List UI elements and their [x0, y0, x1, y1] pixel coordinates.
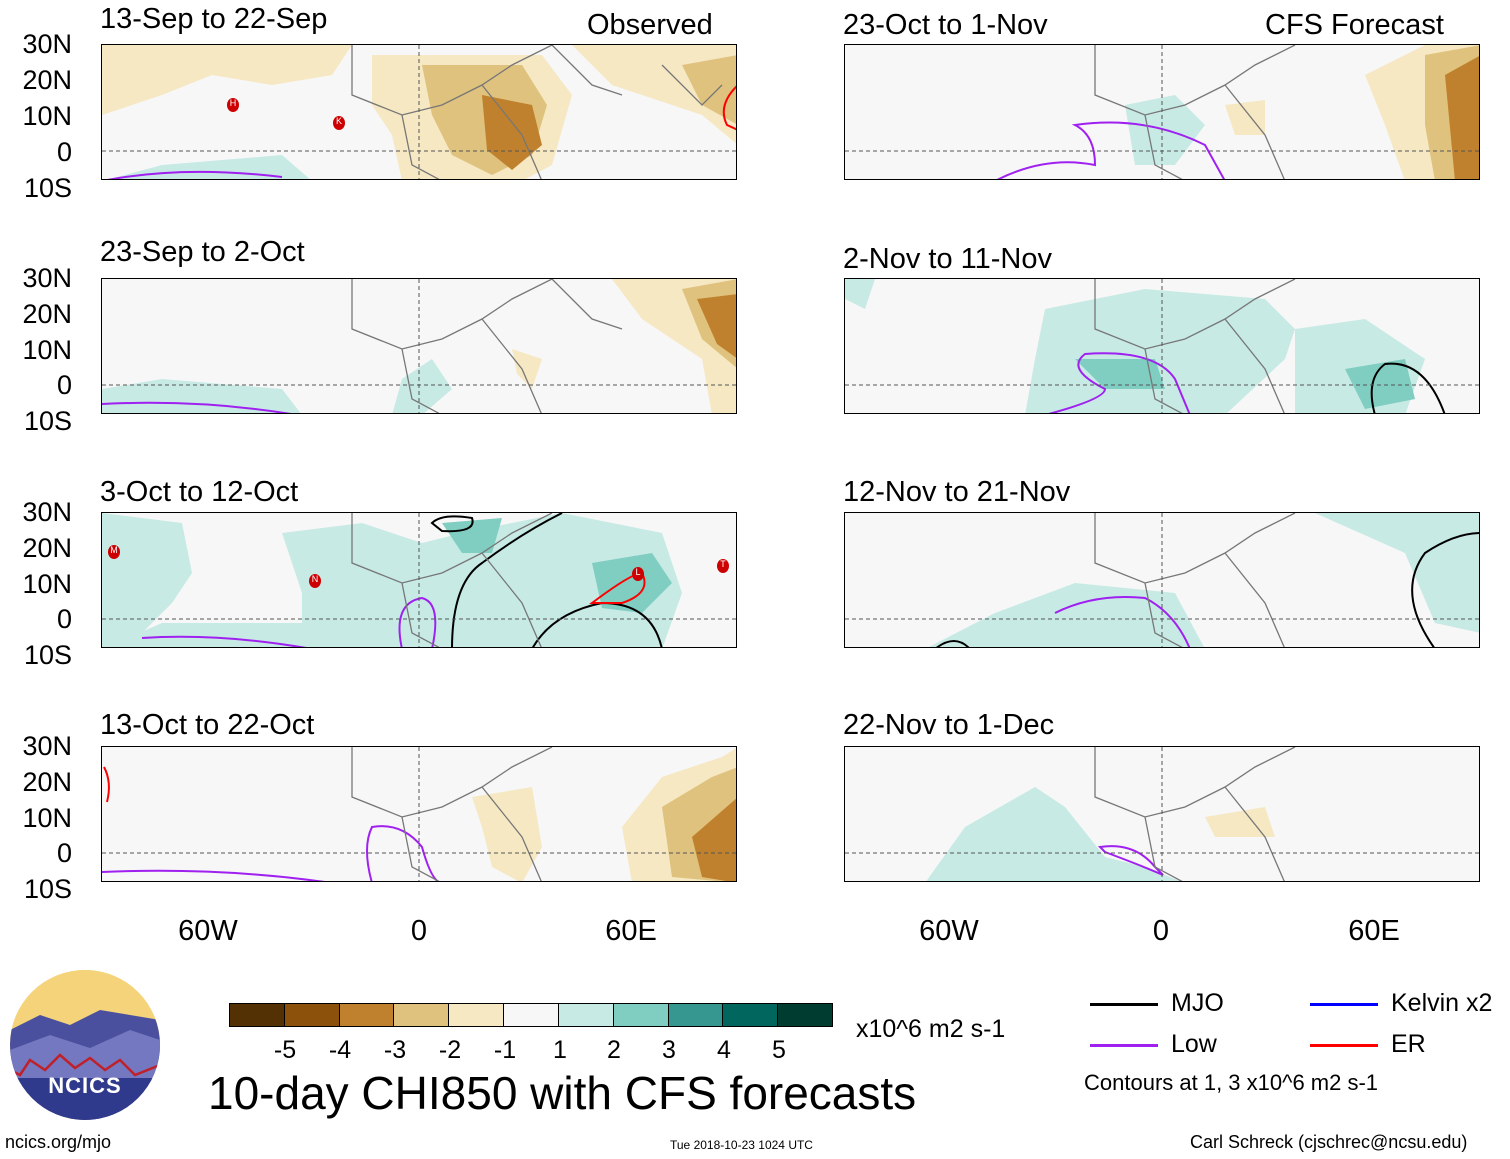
- panel-title: 2-Nov to 11-Nov: [843, 243, 1052, 275]
- tropical-storm-icon: H: [227, 98, 239, 112]
- colorbar-units: x10^6 m2 s-1: [856, 1015, 1006, 1043]
- x-tick: 0: [1152, 915, 1170, 947]
- x-tick: 60E: [1348, 915, 1400, 947]
- footer-author: Carl Schreck (cjschrec@ncsu.edu): [1190, 1132, 1468, 1152]
- panel-tag: CFS Forecast: [1265, 9, 1444, 41]
- panel-tag: Observed: [587, 9, 713, 41]
- legend-low-label: Low: [1171, 1030, 1217, 1058]
- tropical-storm-icon: K: [333, 116, 345, 130]
- y-tick: 10N: [22, 335, 72, 365]
- y-tick: 10N: [22, 569, 72, 599]
- tropical-storm-icon: T: [717, 559, 729, 573]
- ncics-logo: NCICS: [10, 970, 160, 1120]
- y-tick: 20N: [22, 533, 72, 563]
- x-tick: 0: [410, 915, 428, 947]
- colorbar-swatch: [230, 1004, 285, 1026]
- legend-mjo-line: [1090, 1003, 1158, 1006]
- map-panel-fcst-1: [844, 44, 1480, 180]
- legend-er-line: [1310, 1044, 1378, 1047]
- y-tick: 30N: [22, 731, 72, 761]
- map-panel-fcst-4: [844, 746, 1480, 882]
- colorbar-swatch: [449, 1004, 505, 1026]
- y-tick: 30N: [22, 29, 72, 59]
- tropical-storm-icon: M: [108, 545, 120, 559]
- legend-low-line: [1090, 1044, 1158, 1047]
- legend-mjo-label: MJO: [1171, 989, 1224, 1017]
- anomaly-map: [102, 513, 736, 647]
- map-panel-obs-4: [101, 746, 737, 882]
- y-tick: 0: [56, 838, 72, 868]
- legend-er-label: ER: [1391, 1030, 1426, 1058]
- colorbar-swatch: [723, 1004, 779, 1026]
- logo-mountains-icon: [10, 970, 160, 1120]
- y-tick: 20N: [22, 767, 72, 797]
- panel-title: 13-Sep to 22-Sep: [100, 3, 328, 35]
- colorbar-label: -5: [273, 1036, 297, 1064]
- x-tick: 60W: [178, 915, 238, 947]
- logo-text: NCICS: [48, 1073, 122, 1098]
- colorbar-label: 4: [717, 1036, 731, 1064]
- map-panel-obs-3: [101, 512, 737, 648]
- anomaly-map: [102, 45, 736, 179]
- figure-title: 10-day CHI850 with CFS forecasts: [208, 1067, 917, 1119]
- footer-link[interactable]: ncics.org/mjo: [5, 1132, 112, 1152]
- x-tick: 60W: [919, 915, 979, 947]
- anomaly-map: [102, 279, 736, 413]
- map-panel-obs-2: [101, 278, 737, 414]
- x-tick: 60E: [605, 915, 657, 947]
- anomaly-map: [845, 747, 1479, 881]
- panel-title: 12-Nov to 21-Nov: [843, 476, 1071, 508]
- panel-title: 23-Sep to 2-Oct: [100, 236, 305, 268]
- colorbar-swatch: [339, 1004, 395, 1026]
- y-tick: 10N: [22, 803, 72, 833]
- colorbar-swatch: [394, 1004, 450, 1026]
- panel-title: 13-Oct to 22-Oct: [100, 709, 315, 741]
- colorbar-label: -2: [438, 1036, 462, 1064]
- colorbar-label: -1: [493, 1036, 517, 1064]
- tropical-storm-icon: L: [632, 567, 644, 581]
- panel-title: 3-Oct to 12-Oct: [100, 476, 299, 508]
- panel-title: 23-Oct to 1-Nov: [843, 9, 1048, 41]
- colorbar-swatch: [778, 1004, 832, 1026]
- colorbar-swatch: [504, 1004, 559, 1026]
- y-tick: 10S: [23, 640, 72, 670]
- colorbar-label: 3: [662, 1036, 676, 1064]
- y-tick: 30N: [22, 497, 72, 527]
- legend-note: Contours at 1, 3 x10^6 m2 s-1: [1084, 1070, 1379, 1095]
- colorbar-label: 2: [607, 1036, 621, 1064]
- anomaly-map: [845, 279, 1479, 413]
- footer-timestamp: Tue 2018-10-23 1024 UTC: [670, 1138, 813, 1152]
- y-tick: 20N: [22, 299, 72, 329]
- map-panel-obs-1: [101, 44, 737, 180]
- map-panel-fcst-3: [844, 512, 1480, 648]
- y-tick: 0: [56, 604, 72, 634]
- legend-kelvin-line: [1310, 1003, 1378, 1006]
- y-tick: 20N: [22, 65, 72, 95]
- colorbar-swatch: [668, 1004, 724, 1026]
- colorbar-label: 5: [772, 1036, 786, 1064]
- colorbar-swatch: [558, 1004, 614, 1026]
- colorbar: [229, 1003, 833, 1027]
- anomaly-map: [102, 747, 736, 881]
- y-tick: 10S: [23, 874, 72, 904]
- y-tick: 10S: [23, 173, 72, 203]
- colorbar-label: -3: [383, 1036, 407, 1064]
- map-panel-fcst-2: [844, 278, 1480, 414]
- anomaly-map: [845, 513, 1479, 647]
- y-tick: 30N: [22, 263, 72, 293]
- colorbar-swatch: [284, 1004, 340, 1026]
- y-tick: 10S: [23, 406, 72, 436]
- anomaly-map: [845, 45, 1479, 179]
- tropical-storm-icon: N: [309, 574, 321, 588]
- y-tick: 10N: [22, 101, 72, 131]
- colorbar-swatch: [613, 1004, 669, 1026]
- y-tick: 0: [56, 137, 72, 167]
- panel-title: 22-Nov to 1-Dec: [843, 709, 1055, 741]
- colorbar-label: 1: [553, 1036, 567, 1064]
- legend-kelvin-label: Kelvin x2: [1391, 989, 1493, 1017]
- y-tick: 0: [56, 370, 72, 400]
- colorbar-label: -4: [328, 1036, 352, 1064]
